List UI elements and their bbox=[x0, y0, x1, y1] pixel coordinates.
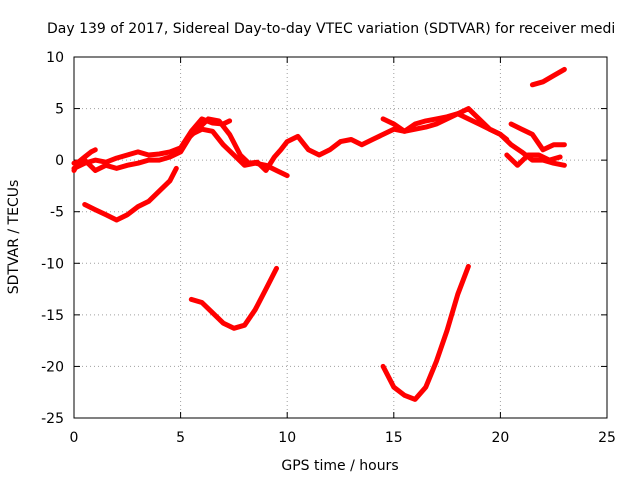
x-tick-label: 15 bbox=[385, 430, 403, 446]
chart-title: Day 139 of 2017, Sidereal Day-to-day VTE… bbox=[47, 21, 615, 37]
x-tick-label: 10 bbox=[278, 430, 296, 446]
x-axis-label: GPS time / hours bbox=[281, 458, 398, 474]
y-tick-label: -10 bbox=[41, 256, 64, 272]
series-line-arc-6 bbox=[184, 111, 510, 173]
series-line-arc-10 bbox=[504, 152, 563, 168]
y-tick-label: -5 bbox=[50, 205, 64, 221]
data-series bbox=[71, 66, 567, 402]
series-line-arc-4 bbox=[82, 165, 179, 223]
axis-ticks: 0 5 10 15 20 25 -25 -20 -15 -10 -5 0 5 10 bbox=[41, 50, 616, 446]
x-tick-label: 20 bbox=[491, 430, 509, 446]
series-line-arc-11 bbox=[529, 66, 567, 88]
y-tick-label: -15 bbox=[41, 308, 64, 324]
y-tick-label: 10 bbox=[46, 50, 64, 66]
y-axis-label: SDTVAR / TECUs bbox=[6, 180, 22, 295]
y-tick-label: 5 bbox=[55, 102, 64, 118]
y-tick-label: 0 bbox=[55, 153, 64, 169]
gridlines bbox=[74, 57, 607, 418]
plot-frame bbox=[73, 56, 608, 419]
y-tick-label: -20 bbox=[41, 359, 64, 375]
series-line-arc-7 bbox=[380, 263, 471, 402]
x-tick-label: 25 bbox=[598, 430, 616, 446]
y-tick-label: -25 bbox=[41, 411, 64, 427]
x-tick-label: 5 bbox=[176, 430, 185, 446]
series-line-arc-9 bbox=[508, 121, 567, 153]
x-tick-label: 0 bbox=[70, 430, 79, 446]
series-line-arc-5 bbox=[188, 265, 279, 331]
series-line-arc-8 bbox=[380, 106, 567, 168]
series-line-arc-3 bbox=[71, 126, 290, 179]
